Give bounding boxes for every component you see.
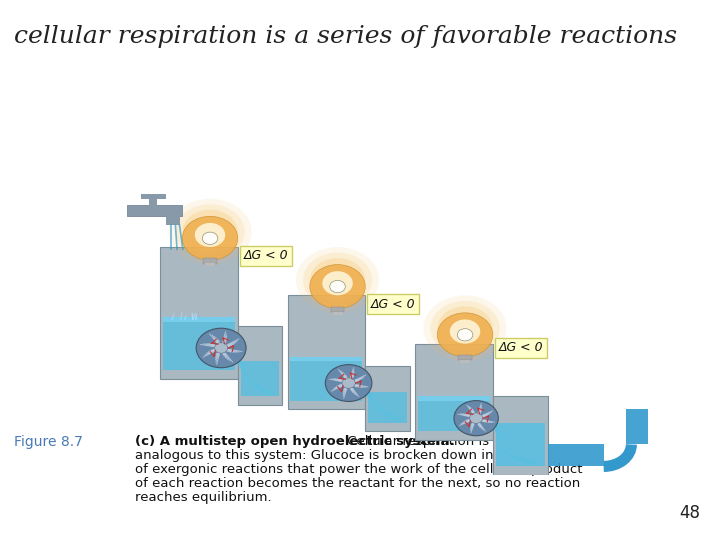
Bar bbox=[495, 422, 546, 467]
Bar bbox=[548, 444, 603, 467]
Bar bbox=[330, 307, 344, 312]
Text: analogous to this system: Glucoce is brocken down in a series: analogous to this system: Glucoce is bro… bbox=[135, 449, 549, 462]
Bar bbox=[160, 247, 238, 379]
Circle shape bbox=[196, 328, 246, 368]
Circle shape bbox=[176, 204, 245, 259]
Bar bbox=[365, 366, 410, 431]
Circle shape bbox=[202, 232, 217, 245]
Bar bbox=[149, 197, 158, 207]
Circle shape bbox=[469, 413, 483, 423]
Bar bbox=[203, 259, 217, 264]
Text: Cellular respiration is: Cellular respiration is bbox=[343, 435, 489, 448]
Bar bbox=[368, 392, 407, 422]
Bar bbox=[458, 355, 472, 360]
Circle shape bbox=[296, 247, 379, 313]
Circle shape bbox=[342, 378, 355, 388]
Bar bbox=[333, 312, 343, 315]
Bar bbox=[290, 357, 362, 401]
Circle shape bbox=[310, 265, 365, 308]
Bar bbox=[163, 317, 235, 370]
Circle shape bbox=[303, 253, 372, 307]
Circle shape bbox=[437, 306, 492, 350]
Bar bbox=[140, 193, 166, 199]
Circle shape bbox=[457, 329, 473, 341]
Text: Figure 8.7: Figure 8.7 bbox=[14, 435, 83, 449]
Bar bbox=[626, 409, 654, 444]
Bar bbox=[460, 360, 470, 363]
Text: reaches equilibrium.: reaches equilibrium. bbox=[135, 491, 271, 504]
Polygon shape bbox=[235, 357, 271, 396]
Circle shape bbox=[310, 258, 365, 302]
Circle shape bbox=[182, 217, 238, 260]
Bar bbox=[127, 205, 182, 217]
Text: of each reaction becomes the reactant for the next, so no reaction: of each reaction becomes the reactant fo… bbox=[135, 477, 580, 490]
Bar bbox=[418, 396, 490, 431]
Circle shape bbox=[437, 313, 492, 357]
Bar bbox=[492, 396, 548, 475]
Circle shape bbox=[182, 210, 238, 254]
Circle shape bbox=[195, 223, 225, 247]
Text: ΔG < 0: ΔG < 0 bbox=[243, 249, 288, 262]
Text: (c) A multistep open hydroelectric system.: (c) A multistep open hydroelectric syste… bbox=[135, 435, 455, 448]
Text: cellular respiration is a series of favorable reactions: cellular respiration is a series of favo… bbox=[14, 25, 677, 48]
Bar bbox=[415, 343, 492, 440]
Bar bbox=[166, 210, 179, 225]
Circle shape bbox=[168, 199, 251, 265]
Circle shape bbox=[450, 320, 480, 343]
Bar bbox=[238, 326, 282, 405]
Bar bbox=[418, 396, 490, 401]
Text: ΔG < 0: ΔG < 0 bbox=[371, 298, 415, 310]
Circle shape bbox=[215, 343, 228, 353]
Polygon shape bbox=[490, 418, 537, 467]
Text: of exergonic reactions that power the work of the cell. The product: of exergonic reactions that power the wo… bbox=[135, 463, 582, 476]
Text: 48: 48 bbox=[679, 504, 700, 522]
Circle shape bbox=[423, 295, 507, 361]
Circle shape bbox=[325, 364, 372, 402]
Circle shape bbox=[454, 401, 498, 436]
Bar bbox=[240, 361, 279, 396]
Polygon shape bbox=[362, 388, 399, 422]
Bar bbox=[290, 357, 362, 361]
Bar bbox=[288, 295, 365, 409]
Bar bbox=[205, 264, 215, 266]
Circle shape bbox=[330, 280, 346, 293]
Circle shape bbox=[431, 301, 500, 356]
Text: ΔG < 0: ΔG < 0 bbox=[498, 341, 543, 354]
Bar bbox=[163, 317, 235, 322]
Circle shape bbox=[323, 271, 353, 295]
